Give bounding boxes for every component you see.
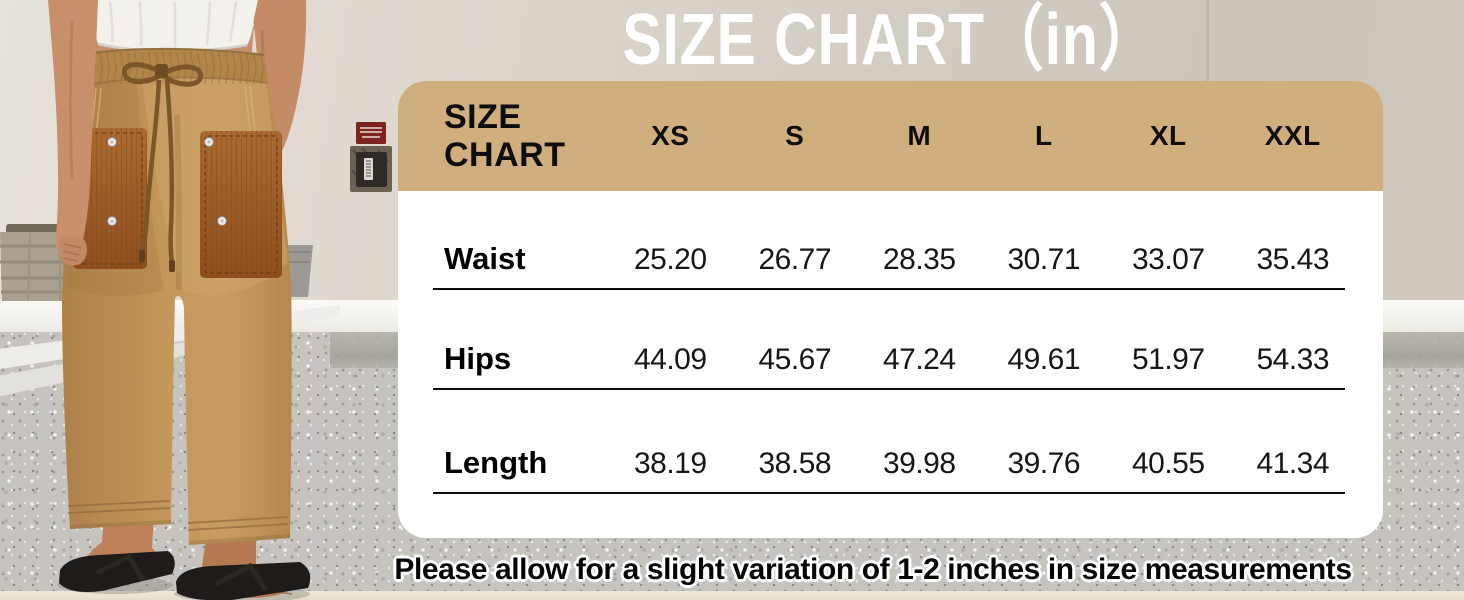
table-row-length: Length 38.19 38.58 39.98 39.76 40.55 41.… <box>398 390 1383 494</box>
size-variation-note: Please allow for a slight variation of 1… <box>394 553 1352 586</box>
camel-pants <box>62 47 292 545</box>
bottom-curb-strip <box>0 591 1464 600</box>
drawstring-bow <box>121 62 204 272</box>
column-header-xl: XL <box>1149 120 1187 151</box>
hips-value-xxl: 54.33 <box>1256 343 1330 376</box>
waist-value-xl: 33.07 <box>1131 243 1205 276</box>
column-header-xxl: XXL <box>1264 120 1321 151</box>
hips-value-s: 45.67 <box>758 343 832 376</box>
waist-value-l: 30.71 <box>1007 243 1081 276</box>
length-value-m: 39.98 <box>882 447 956 480</box>
length-value-xxl: 41.34 <box>1256 447 1330 480</box>
size-chart-table: SIZE CHART XS S M L XL XXL Waist 25.20 2… <box>398 81 1383 538</box>
table-corner-label: SIZE CHART <box>444 97 566 174</box>
waist-value-xs: 25.20 <box>633 243 707 276</box>
key-lockbox <box>350 146 392 192</box>
table-header-row: SIZE CHART XS S M L XL XXL <box>398 81 1383 191</box>
product-photo-model <box>0 0 392 600</box>
hips-value-xs: 44.09 <box>633 343 707 376</box>
column-header-xs: XS <box>651 120 690 151</box>
hips-value-m: 47.24 <box>882 343 956 376</box>
red-wall-sign <box>356 122 386 144</box>
table-row-hips: Hips 44.09 45.67 47.24 49.61 51.97 54.33 <box>398 290 1383 390</box>
waist-value-s: 26.77 <box>758 243 832 276</box>
row-label-waist: Waist <box>444 241 526 276</box>
column-header-m: M <box>907 120 932 151</box>
hips-value-xl: 51.97 <box>1131 343 1205 376</box>
waist-value-m: 28.35 <box>882 243 956 276</box>
length-value-xl: 40.55 <box>1131 447 1205 480</box>
table-row-waist: Waist 25.20 26.77 28.35 30.71 33.07 35.4… <box>398 191 1383 290</box>
column-header-l: L <box>1034 120 1053 151</box>
white-crop-top <box>88 0 258 53</box>
length-value-l: 39.76 <box>1007 447 1081 480</box>
model-left-arm <box>48 0 98 266</box>
waist-value-xxl: 35.43 <box>1256 243 1330 276</box>
model-feet <box>57 515 311 600</box>
column-header-s: S <box>785 120 805 151</box>
row-label-length: Length <box>444 445 548 480</box>
corduroy-pocket-right <box>200 131 282 278</box>
corduroy-pocket-left <box>73 128 147 269</box>
length-value-s: 38.58 <box>758 447 832 480</box>
page-title: SIZE CHART（in） <box>622 0 1159 80</box>
hips-value-l: 49.61 <box>1007 343 1081 376</box>
row-label-hips: Hips <box>444 341 512 376</box>
length-value-xs: 38.19 <box>633 447 707 480</box>
